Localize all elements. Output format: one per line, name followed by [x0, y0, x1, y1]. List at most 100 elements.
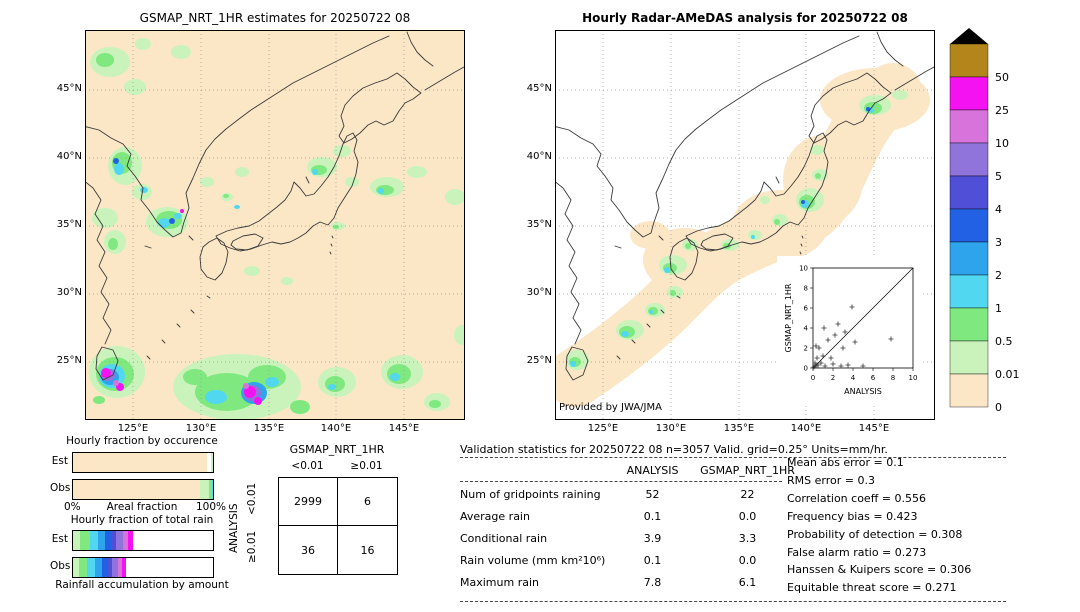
stats-row: Average rain 0.1 0.0: [460, 506, 800, 528]
metric-label: Equitable threat score: [787, 581, 909, 595]
contingency-row-label: ≥0.01: [246, 530, 258, 563]
scatter-point: [842, 329, 848, 335]
fraction-bar-segment: [210, 453, 213, 472]
right-map-lon-tick: 140°E: [790, 423, 822, 434]
colorbar-tick-label: 2: [995, 269, 1002, 282]
right-map-lon-tick: 130°E: [655, 423, 687, 434]
stats-row-label: Rain volume (mm km²10⁶): [460, 553, 606, 567]
stats-row-label: Average rain: [460, 510, 530, 524]
colorbar-tick-label: 3: [995, 236, 1002, 249]
metric-value: 0.308: [930, 527, 963, 541]
right-map-lat-tick: 35°N: [526, 219, 552, 230]
skill-metric: False alarm ratio = 0.273: [787, 545, 927, 559]
stats-col-analysis: ANALYSIS: [626, 464, 679, 478]
scatter-point: [852, 339, 858, 345]
right-map-lon-tick: 145°E: [858, 423, 890, 434]
divider: [460, 601, 1006, 602]
scatter-point: [818, 360, 824, 366]
inset-x-tick: 6: [871, 374, 876, 382]
metric-label: Probability of detection: [787, 527, 915, 541]
right-map-lat-tick: 25°N: [526, 355, 552, 366]
stats-row: Maximum rain 7.8 6.1: [460, 571, 800, 593]
right-map-lat-tick: 45°N: [526, 83, 552, 94]
stats-col-gsmap: GSMAP_NRT_1HR: [700, 464, 795, 478]
fraction-bar-segment: [126, 558, 213, 577]
stats-value: 52: [645, 488, 660, 502]
fraction-bar-segment: [127, 531, 134, 550]
scatter-point: [828, 355, 834, 361]
stats-column-headers: ANALYSIS GSMAP_NRT_1HR: [460, 460, 800, 482]
colorbar-segment: [949, 307, 989, 342]
left-map-lat-tick: 45°N: [56, 83, 82, 94]
stats-title: Validation statistics for 20250722 08 n=…: [460, 443, 888, 456]
contingency-cell: 2999: [279, 478, 338, 526]
skill-metric: Equitable threat score = 0.271: [787, 581, 957, 595]
inset-y-tick: 6: [804, 305, 809, 313]
contingency-col-labels: <0.01 ≥0.01: [278, 460, 396, 472]
colorbar-segment: [949, 43, 989, 78]
scatter-point: [821, 325, 827, 331]
colorbar-tick-label: 0: [995, 401, 1002, 414]
fraction-bar-segment: [73, 558, 79, 577]
colorbar-segment: [949, 340, 989, 375]
divider: [460, 457, 1006, 458]
right-map-lon-tick: 135°E: [723, 423, 755, 434]
scatter-point: [812, 360, 818, 366]
scatter-point: [820, 353, 826, 359]
inset-y-tick: 2: [804, 345, 808, 353]
totalrain-chart-caption: Rainfall accumulation by amount: [55, 579, 229, 591]
fraction-bar-segment: [102, 558, 108, 577]
axis-areal-fraction: Areal fraction: [106, 501, 178, 513]
skill-metric: RMS error = 0.3: [787, 473, 875, 487]
left-map-title: GSMAP_NRT_1HR estimates for 20250722 08: [139, 11, 411, 25]
colorbar-tick-label: 0.5: [995, 335, 1013, 348]
colorbar: 50 25 10 5 4 3 2 1 0.5 0.01 0: [949, 28, 1020, 414]
inset-xlabel: ANALYSIS: [844, 387, 882, 396]
metric-label: RMS error: [787, 473, 842, 487]
colorbar-tick-label: 5: [995, 170, 1002, 183]
fraction-bar-segment: [208, 480, 212, 499]
gsmap-estimate-map: [85, 30, 465, 420]
fraction-bar-segment: [105, 531, 111, 550]
colorbar-segment: [949, 241, 989, 276]
metric-value: 0.273: [894, 545, 927, 559]
metric-label: False alarm ratio: [787, 545, 879, 559]
metric-value: 0.271: [924, 581, 957, 595]
fraction-bar-segment: [98, 531, 106, 550]
scatter-point: [815, 362, 821, 368]
inset-y-tick: 4: [804, 325, 809, 333]
radar-amedas-map: 0 2 4 6 8 10 0 2 4 6 8 10 ANALYSIS GSMAP_NRT_1HR Pr…: [555, 30, 935, 420]
colorbar-tick-label: 4: [995, 203, 1002, 216]
contingency-cell: 6: [338, 478, 397, 526]
left-map-lat-tick: 35°N: [56, 219, 82, 230]
scatter-point: [825, 337, 831, 343]
fraction-bar-segment: [121, 558, 127, 577]
stats-row-label: Num of gridpoints raining: [460, 488, 601, 502]
left-map-lat-tick: 40°N: [56, 151, 82, 162]
occurrence-est-label: Est: [51, 455, 68, 467]
stats-row-label: Conditional rain: [460, 531, 548, 545]
stats-value: 3.3: [738, 531, 757, 545]
contingency-cell: 36: [279, 526, 338, 574]
scatter-inset: 0 2 4 6 8 10 0 2 4 6 8 10 ANALYSIS GSMAP_NRT_1HR: [777, 256, 921, 404]
inset-y-tick: 10: [799, 265, 808, 273]
colorbar-tick-label: 1: [995, 302, 1002, 315]
scatter-point: [838, 363, 844, 369]
fraction-bar-segment: [73, 531, 80, 550]
fraction-bar-segment: [86, 558, 96, 577]
colorbar-segment: [949, 76, 989, 111]
fraction-bar-segment: [207, 453, 211, 472]
contingency-cell: 16: [360, 543, 375, 557]
skill-metric: Correlation coeff = 0.556: [787, 491, 926, 505]
metric-label: Frequency bias: [787, 509, 870, 523]
fraction-bar-segment: [112, 558, 118, 577]
map-border: [555, 30, 935, 420]
right-map-lat-tick: 30°N: [526, 287, 552, 298]
colorbar-overflow-triangle: [950, 28, 988, 44]
colorbar-segment: [949, 109, 989, 144]
colorbar-tick-label: 50: [995, 71, 1009, 84]
inset-tick-labels: 0 2 4 6 8 10 0 2 4 6 8 10: [799, 265, 917, 383]
fraction-bar-segment: [73, 453, 208, 472]
scatter-point: [830, 361, 836, 367]
